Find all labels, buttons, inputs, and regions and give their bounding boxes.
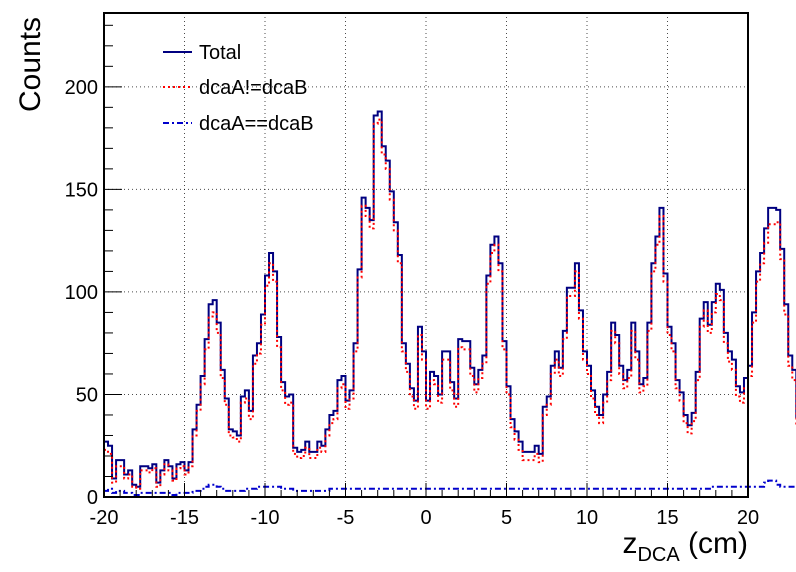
y-tick-label: 150 [65,179,98,201]
x-tick-label: -5 [337,507,355,529]
x-axis-title-main: z [622,527,637,560]
y-tick-label: 200 [65,77,98,99]
x-tick-label: 5 [501,507,512,529]
series-dcaA-neq-dcaB [104,118,796,490]
legend: Total dcaA!=dcaB dcaA==dcaB [163,42,314,135]
legend-label-dcaA-eq-dcaB: dcaA==dcaB [199,113,314,135]
legend-label-dcaA-neq-dcaB: dcaA!=dcaB [199,77,307,99]
series-total [104,110,796,488]
series-dcaA-eq-dcaB [104,479,796,496]
x-tick-label: 20 [737,507,759,529]
x-tick-label: -10 [251,507,280,529]
x-tick-label: 15 [656,507,678,529]
x-tick-label: -15 [170,507,199,529]
y-tick-label: 0 [87,487,98,509]
grid-lines [104,13,748,497]
x-tick-labels: -20 -15 -10 -5 0 5 10 15 20 [90,507,760,529]
y-axis-title: Counts [14,17,47,112]
y-tick-label: 100 [65,282,98,304]
x-axis-title-subscript: DCA [637,544,680,566]
series-layer [104,110,796,496]
x-tick-label: 0 [420,507,431,529]
y-tick-labels: 0 50 100 150 200 [65,77,98,509]
x-tick-label: 10 [576,507,598,529]
legend-label-total: Total [199,42,241,64]
axis-ticks [103,24,749,498]
x-tick-label: -20 [90,507,119,529]
x-axis-title: zDCA (cm) [622,527,748,566]
y-tick-label: 50 [76,384,98,406]
x-axis-title-unit: (cm) [680,527,748,560]
